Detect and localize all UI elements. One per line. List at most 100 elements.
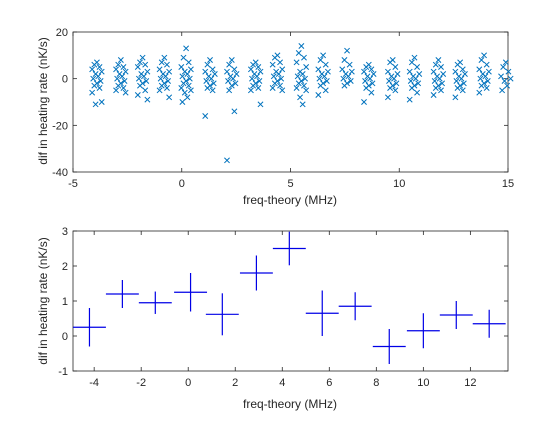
- scatter-axes-box: [72, 31, 509, 173]
- scatter-point: [301, 82, 307, 89]
- scatter-point: [119, 73, 126, 80]
- scatter-point: [458, 75, 465, 82]
- scatter-point: [481, 52, 488, 59]
- errorbar-xtick-label: 8: [373, 377, 379, 389]
- scatter-point: [231, 66, 238, 73]
- scatter-point: [408, 59, 415, 66]
- scatter-point: [117, 57, 124, 63]
- errorbar-ytick-label: 1: [62, 296, 68, 308]
- scatter-point: [270, 73, 277, 80]
- scatter-point: [392, 87, 399, 94]
- scatter-point: [293, 59, 300, 66]
- scatter-point: [367, 75, 374, 82]
- scatter-point: [435, 57, 442, 63]
- scatter-point: [297, 94, 304, 101]
- scatter-point: [277, 82, 284, 89]
- scatter-point: [431, 78, 438, 84]
- scatter-point: [322, 87, 329, 94]
- scatter-point: [339, 66, 346, 73]
- scatter-point: [224, 157, 230, 164]
- scatter-point: [134, 64, 141, 70]
- errorbar-xtick-label: 0: [185, 377, 191, 389]
- scatter-point: [271, 54, 278, 61]
- errorbar-point: [239, 255, 273, 291]
- scatter-point: [230, 75, 237, 82]
- scatter-point: [156, 66, 163, 73]
- scatter-point: [157, 75, 164, 82]
- scatter-ytick-label: -40: [52, 167, 68, 179]
- scatter-point: [303, 64, 310, 70]
- scatter-point: [115, 82, 122, 89]
- scatter-point: [180, 80, 187, 87]
- scatter-point: [187, 87, 194, 94]
- scatter-point: [322, 61, 329, 68]
- scatter-xtick-label: 10: [393, 178, 405, 190]
- errorbar-ytick-label: -1: [58, 366, 68, 378]
- scatter-point: [298, 43, 305, 49]
- scatter-point: [165, 78, 172, 84]
- scatter-point: [459, 87, 466, 94]
- scatter-point: [158, 59, 165, 66]
- scatter-point: [96, 85, 103, 91]
- scatter-point: [436, 75, 443, 82]
- scatter-point: [386, 78, 392, 84]
- scatter-point: [344, 47, 351, 54]
- scatter-point: [256, 78, 263, 84]
- scatter-point: [303, 87, 310, 94]
- scatter-point: [498, 73, 504, 80]
- scatter-point: [432, 61, 439, 68]
- scatter-point: [278, 75, 285, 82]
- scatter-point: [178, 85, 185, 91]
- scatter-point: [361, 68, 367, 75]
- scatter-point: [166, 68, 173, 75]
- scatter-point: [183, 45, 190, 52]
- scatter-ytick-label: 0: [62, 74, 68, 86]
- errorbar-point: [472, 309, 506, 338]
- scatter-point: [414, 64, 421, 70]
- scatter-point: [387, 85, 394, 91]
- scatter-point: [346, 61, 353, 68]
- scatter-point: [452, 68, 459, 75]
- errorbar-point: [105, 280, 139, 308]
- scatter-point: [166, 94, 173, 101]
- scatter-point: [368, 66, 375, 73]
- scatter-point: [121, 78, 128, 84]
- scatter-xtick-label: 15: [502, 178, 514, 190]
- scatter-point: [453, 78, 460, 84]
- errorbar-point: [73, 308, 106, 347]
- scatter-point: [387, 59, 394, 66]
- scatter-point: [113, 87, 120, 94]
- scatter-point: [271, 80, 278, 87]
- scatter-point: [203, 78, 210, 84]
- scatter-point: [499, 87, 506, 94]
- scatter-point: [257, 68, 264, 75]
- scatter-point: [255, 64, 262, 70]
- scatter-point: [459, 66, 466, 73]
- errorbar-panel: freq-theory (MHz) dif in heating rate (n…: [36, 226, 509, 411]
- scatter-point: [231, 108, 238, 115]
- scatter-point: [369, 80, 376, 87]
- scatter-point: [204, 61, 211, 68]
- scatter-point: [501, 78, 508, 84]
- errorbar-xtick-label: -4: [89, 377, 99, 389]
- scatter-point: [164, 85, 170, 91]
- scatter-point: [363, 85, 370, 91]
- scatter-point: [162, 73, 169, 80]
- scatter-point: [406, 96, 413, 103]
- scatter-point: [89, 66, 96, 73]
- scatter-point: [137, 82, 143, 89]
- scatter-point: [187, 66, 194, 73]
- scatter-point: [415, 80, 422, 87]
- scatter-point: [228, 57, 235, 63]
- scatter-point: [411, 54, 418, 61]
- scatter-point: [478, 57, 485, 63]
- scatter-point: [202, 68, 209, 75]
- scatter-point: [98, 99, 105, 105]
- scatter-point: [317, 82, 324, 89]
- errorbar-point: [406, 313, 440, 349]
- scatter-point: [294, 73, 301, 80]
- errorbar-ylabel: dif in heating rate (nK/s): [36, 237, 50, 364]
- scatter-xlabel: freq-theory (MHz): [243, 193, 337, 207]
- scatter-point: [120, 85, 127, 91]
- scatter-point: [316, 75, 323, 82]
